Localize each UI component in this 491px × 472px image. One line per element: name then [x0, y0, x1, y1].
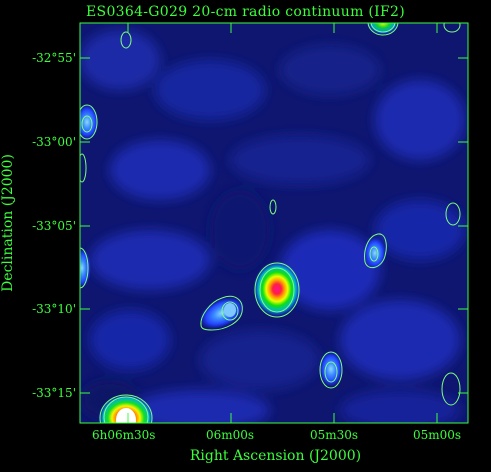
y-tick-label: -33°15': [32, 386, 76, 400]
contour-small-bottom-right: [441, 372, 461, 406]
contour-small-top-right: [443, 23, 461, 33]
contour-small-top-left: [120, 31, 132, 49]
y-tick-label: -33°00': [32, 135, 76, 149]
source-left-edge-upper: [80, 104, 99, 140]
source-bottom-left: [98, 394, 154, 423]
y-tick-label: -32°55': [32, 51, 76, 65]
source-right: [364, 233, 387, 269]
y-tick-label: -33°10': [32, 302, 76, 316]
x-tick-label: 05m00s: [413, 428, 462, 442]
contour-small-center: [269, 199, 277, 215]
x-tick-label: 05m30s: [310, 428, 359, 442]
source-top: [367, 23, 399, 36]
axis-ticks: [80, 23, 468, 423]
contour-small-right: [445, 202, 461, 226]
contour-left-edge: [80, 153, 87, 183]
source-center: [253, 261, 301, 318]
source-left-extended: [199, 295, 245, 331]
background-noise: [80, 30, 465, 423]
radio-sources: [80, 23, 461, 423]
source-left-edge-lower: [80, 247, 91, 289]
figure-title: ES0364-G029 20-cm radio continuum (IF2): [86, 4, 405, 20]
x-tick-label: 06m00s: [206, 428, 255, 442]
source-lower-middle: [319, 351, 343, 389]
x-axis-label: Right Ascension (J2000): [189, 448, 362, 464]
y-axis-label: Declination (J2000): [0, 154, 16, 292]
plot-frame: [79, 22, 469, 424]
x-tick-label: 6h06m30s: [92, 428, 156, 442]
y-tick-label: -33°05': [32, 219, 76, 233]
